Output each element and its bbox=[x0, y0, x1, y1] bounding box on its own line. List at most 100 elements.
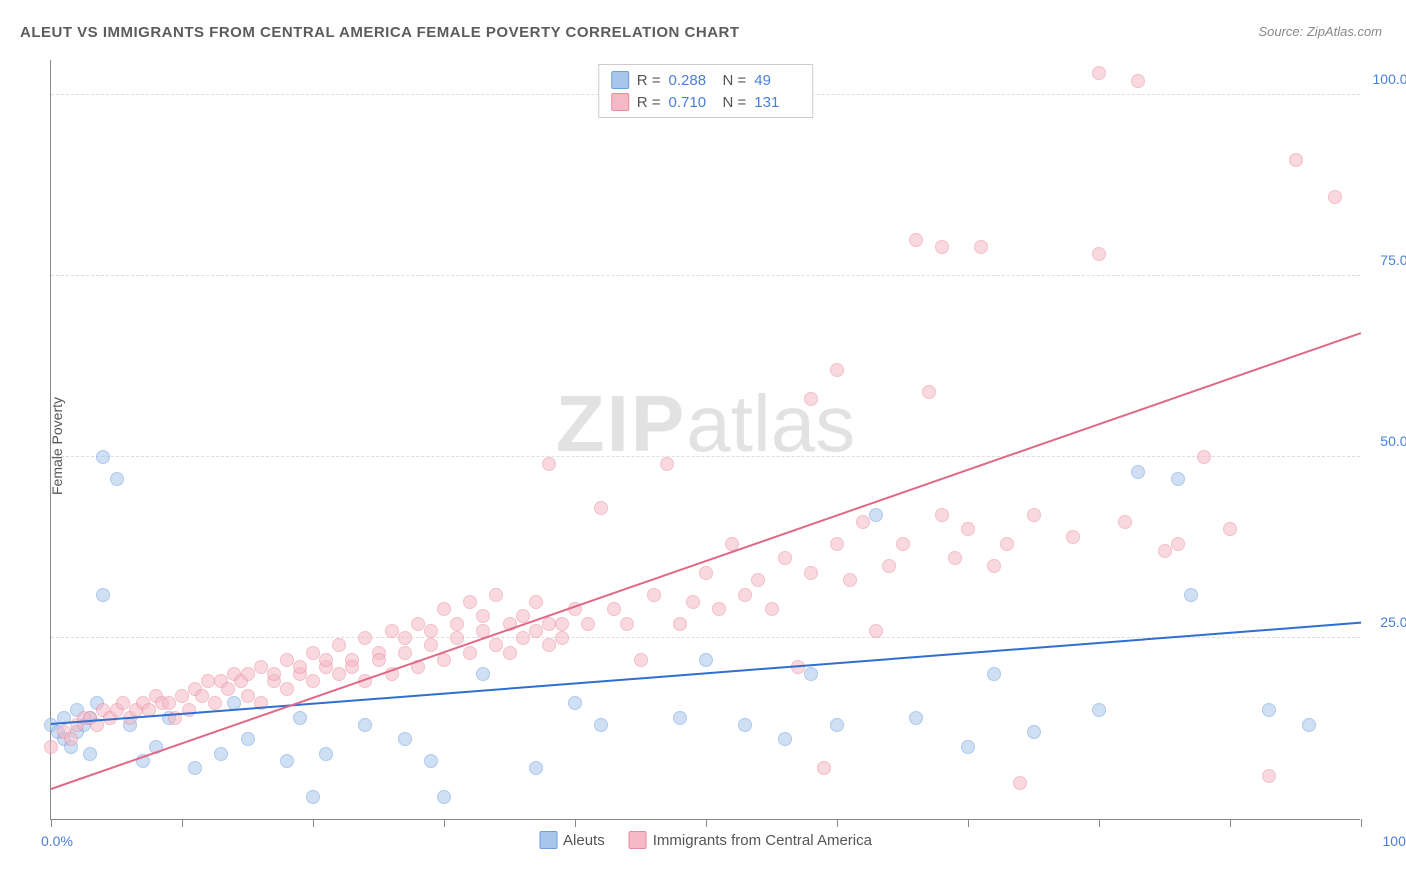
data-point bbox=[319, 747, 333, 761]
data-point bbox=[1131, 465, 1145, 479]
data-point bbox=[162, 696, 176, 710]
x-tick bbox=[968, 819, 969, 827]
x-tick bbox=[182, 819, 183, 827]
r-label: R = bbox=[637, 72, 661, 89]
data-point bbox=[909, 711, 923, 725]
data-point bbox=[424, 624, 438, 638]
data-point bbox=[208, 696, 222, 710]
data-point bbox=[529, 595, 543, 609]
x-tick bbox=[51, 819, 52, 827]
data-point bbox=[319, 653, 333, 667]
data-point bbox=[594, 501, 608, 515]
data-point bbox=[450, 617, 464, 631]
data-point bbox=[96, 588, 110, 602]
data-point bbox=[503, 646, 517, 660]
data-point bbox=[581, 617, 595, 631]
data-point bbox=[463, 595, 477, 609]
data-point bbox=[634, 653, 648, 667]
data-point bbox=[830, 363, 844, 377]
data-point bbox=[699, 566, 713, 580]
data-point bbox=[96, 450, 110, 464]
data-point bbox=[83, 747, 97, 761]
data-point bbox=[116, 696, 130, 710]
data-point bbox=[306, 646, 320, 660]
data-point bbox=[411, 617, 425, 631]
data-point bbox=[882, 559, 896, 573]
data-point bbox=[1013, 776, 1027, 790]
data-point bbox=[1328, 190, 1342, 204]
data-point bbox=[1118, 515, 1132, 529]
data-point bbox=[175, 689, 189, 703]
data-point bbox=[463, 646, 477, 660]
data-point bbox=[424, 638, 438, 652]
data-point bbox=[241, 732, 255, 746]
x-tick bbox=[837, 819, 838, 827]
data-point bbox=[476, 667, 490, 681]
data-point bbox=[909, 233, 923, 247]
data-point bbox=[620, 617, 634, 631]
data-point bbox=[214, 747, 228, 761]
data-point bbox=[869, 624, 883, 638]
data-point bbox=[489, 588, 503, 602]
data-point bbox=[1092, 247, 1106, 261]
data-point bbox=[44, 740, 58, 754]
data-point bbox=[660, 457, 674, 471]
r-value: 0.288 bbox=[669, 72, 715, 89]
data-point bbox=[673, 617, 687, 631]
gridline bbox=[51, 456, 1360, 457]
plot-area: ZIPatlas R =0.288N =49R =0.710N =131 0.0… bbox=[50, 60, 1360, 820]
data-point bbox=[345, 660, 359, 674]
data-point bbox=[221, 682, 235, 696]
x-axis-min-label: 0.0% bbox=[41, 833, 73, 849]
x-tick bbox=[1230, 819, 1231, 827]
n-value: 49 bbox=[754, 72, 800, 89]
data-point bbox=[241, 689, 255, 703]
data-point bbox=[1158, 544, 1172, 558]
correlation-legend: R =0.288N =49R =0.710N =131 bbox=[598, 64, 814, 118]
data-point bbox=[358, 718, 372, 732]
data-point bbox=[673, 711, 687, 725]
data-point bbox=[529, 761, 543, 775]
data-point bbox=[437, 790, 451, 804]
legend-label: Immigrants from Central America bbox=[653, 832, 872, 849]
data-point bbox=[385, 624, 399, 638]
legend-stat-row: R =0.710N =131 bbox=[611, 91, 801, 113]
data-point bbox=[948, 551, 962, 565]
gridline bbox=[51, 275, 1360, 276]
data-point bbox=[1262, 703, 1276, 717]
data-point bbox=[293, 660, 307, 674]
r-label: R = bbox=[637, 94, 661, 111]
x-tick bbox=[313, 819, 314, 827]
x-tick bbox=[706, 819, 707, 827]
y-tick-label: 50.0% bbox=[1380, 433, 1406, 449]
legend-label: Aleuts bbox=[563, 832, 605, 849]
data-point bbox=[607, 602, 621, 616]
data-point bbox=[254, 660, 268, 674]
data-point bbox=[1197, 450, 1211, 464]
data-point bbox=[542, 617, 556, 631]
data-point bbox=[306, 674, 320, 688]
data-point bbox=[1171, 537, 1185, 551]
y-tick-label: 75.0% bbox=[1380, 252, 1406, 268]
data-point bbox=[830, 537, 844, 551]
data-point bbox=[1027, 725, 1041, 739]
data-point bbox=[804, 667, 818, 681]
data-point bbox=[830, 718, 844, 732]
trend-line bbox=[51, 332, 1362, 790]
data-point bbox=[568, 696, 582, 710]
data-point bbox=[1027, 508, 1041, 522]
data-point bbox=[843, 573, 857, 587]
data-point bbox=[424, 754, 438, 768]
data-point bbox=[869, 508, 883, 522]
data-point bbox=[241, 667, 255, 681]
data-point bbox=[856, 515, 870, 529]
data-point bbox=[935, 508, 949, 522]
y-tick-label: 25.0% bbox=[1380, 614, 1406, 630]
source-attribution: Source: ZipAtlas.com bbox=[1258, 24, 1382, 39]
r-value: 0.710 bbox=[669, 94, 715, 111]
data-point bbox=[1262, 769, 1276, 783]
data-point bbox=[188, 761, 202, 775]
n-value: 131 bbox=[754, 94, 800, 111]
data-point bbox=[332, 638, 346, 652]
data-point bbox=[647, 588, 661, 602]
